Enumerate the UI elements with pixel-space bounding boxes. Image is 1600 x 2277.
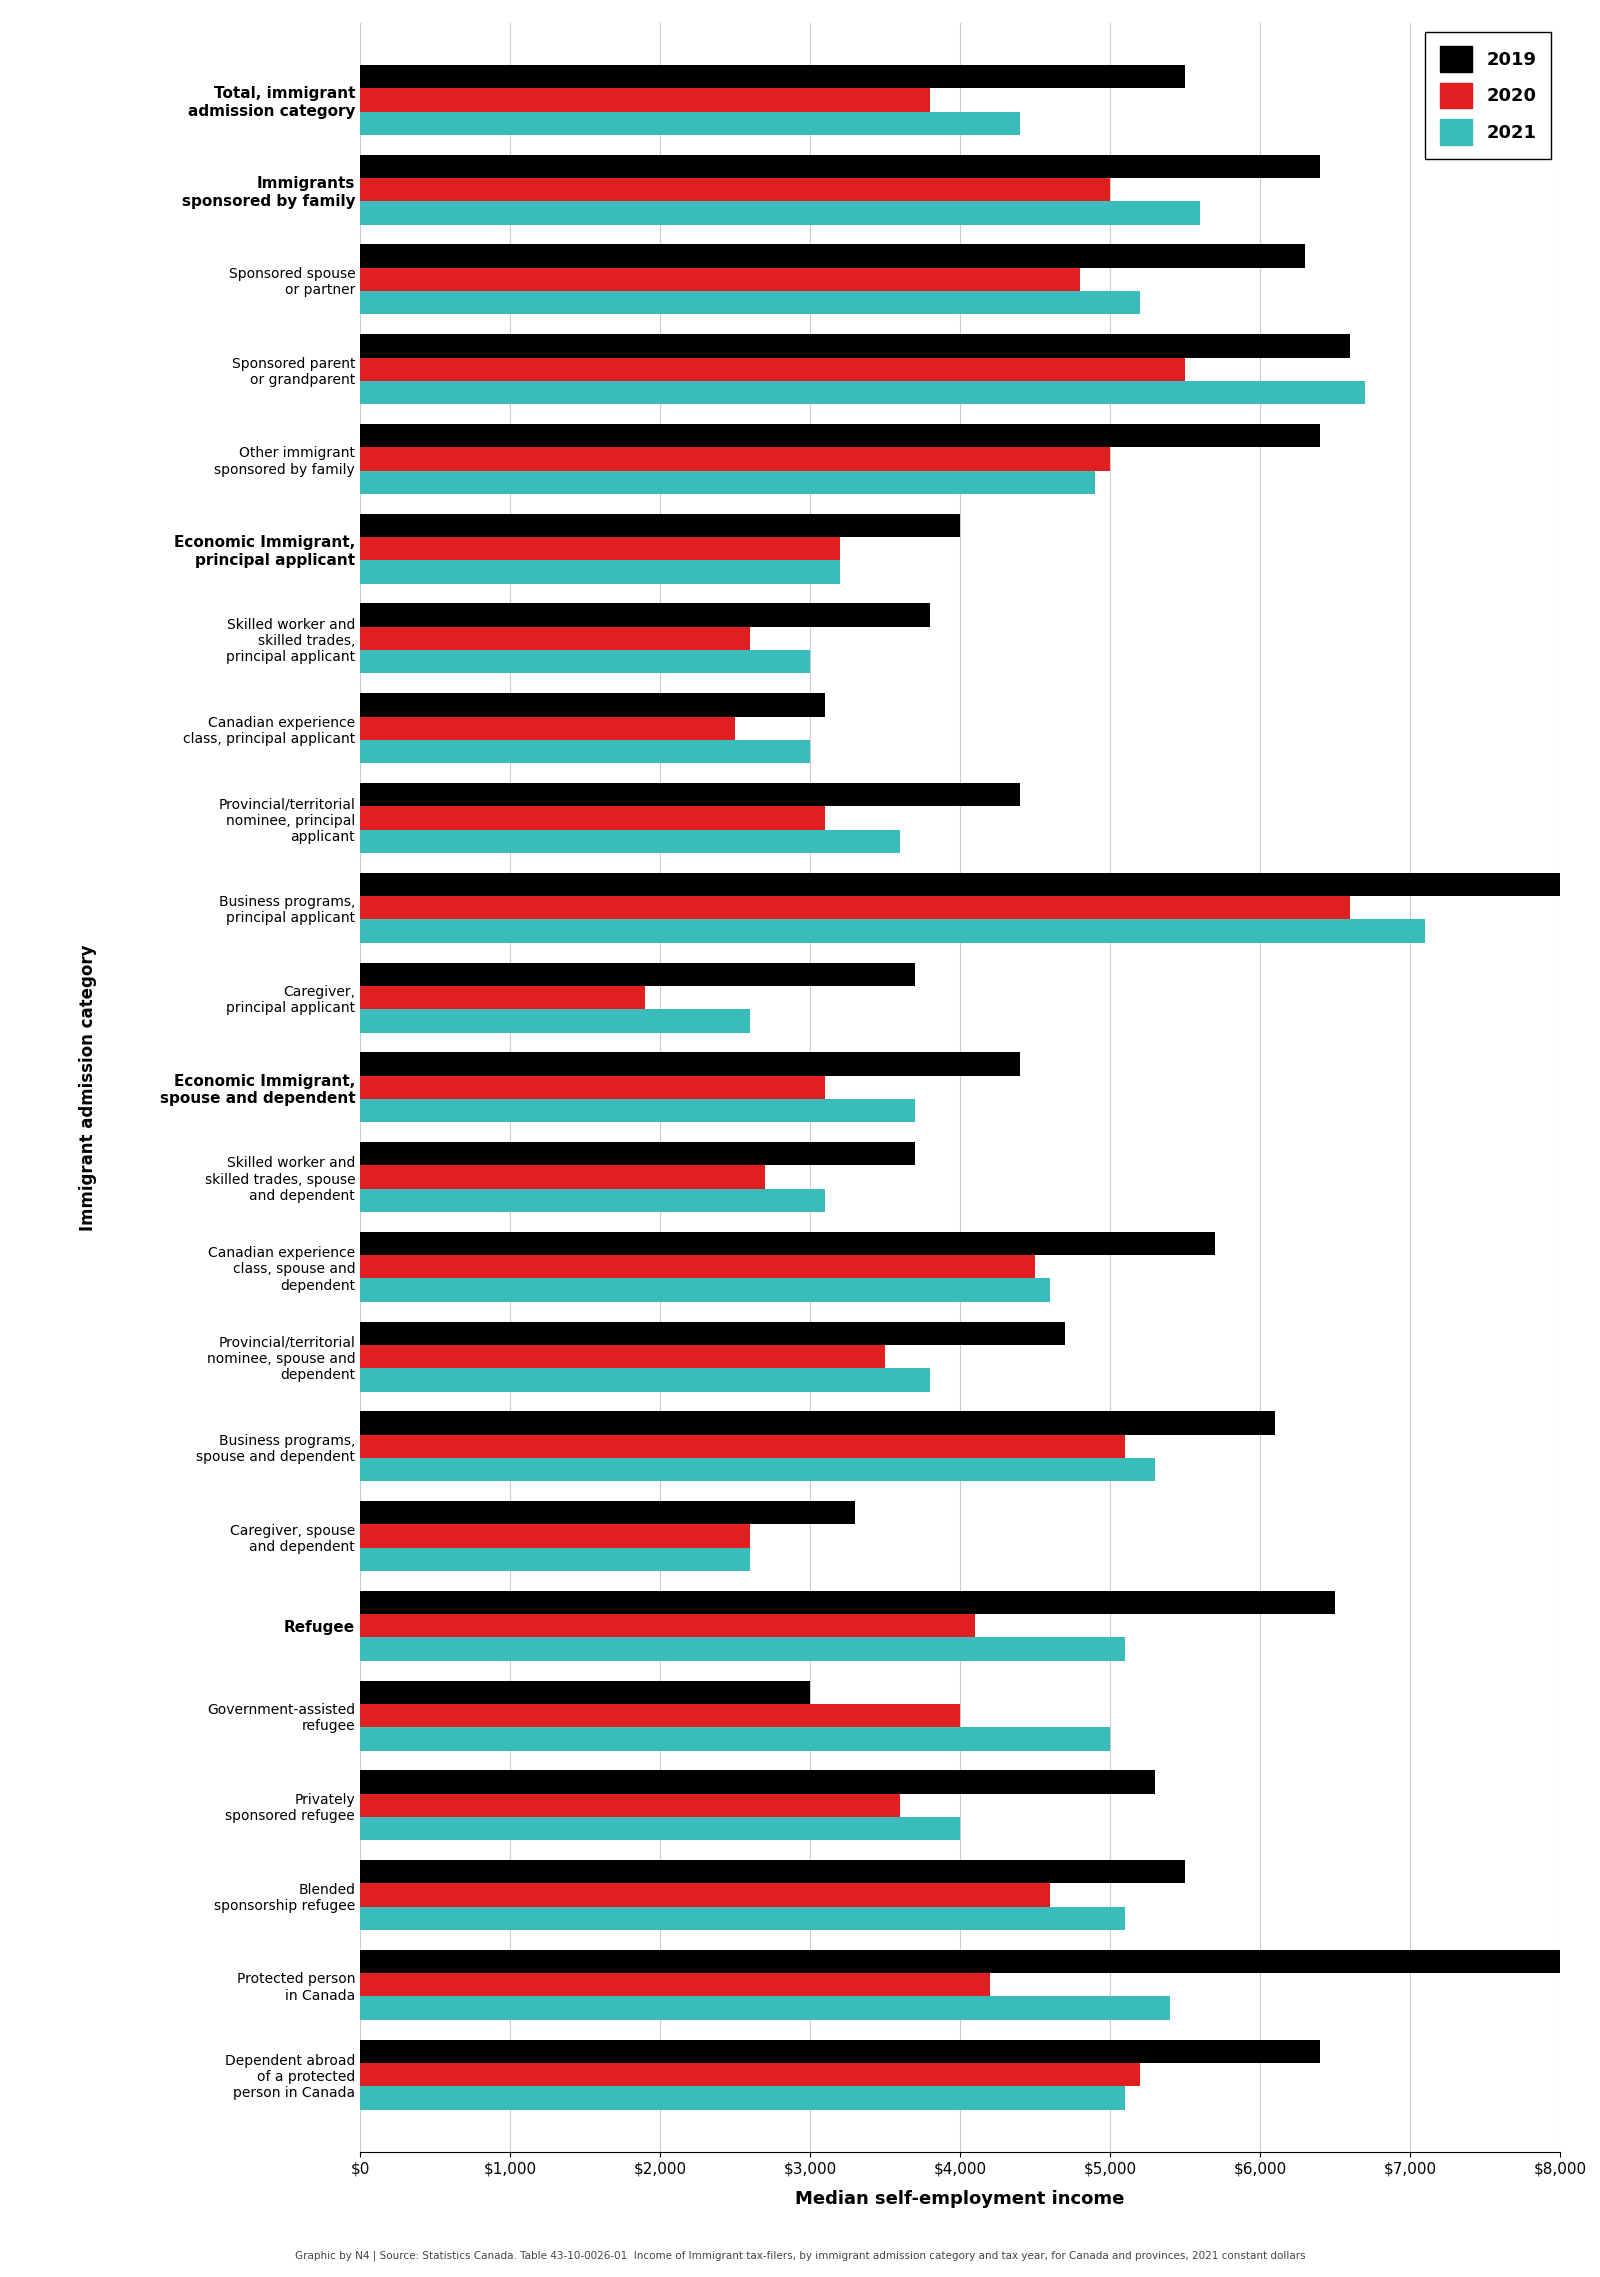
Bar	[360, 1949, 1560, 1974]
Bar	[360, 651, 810, 674]
Bar	[360, 1346, 885, 1368]
Bar	[360, 89, 930, 112]
Bar	[360, 335, 1350, 357]
Bar	[360, 1166, 765, 1189]
Bar	[360, 872, 1574, 897]
Bar	[360, 1457, 1155, 1482]
Bar	[360, 1143, 915, 1166]
Bar	[360, 920, 1426, 943]
Bar	[360, 66, 1186, 89]
Bar	[360, 155, 1320, 178]
Bar	[360, 1728, 1110, 1751]
Bar	[360, 291, 1139, 314]
Bar	[360, 1189, 826, 1211]
Bar	[360, 1501, 854, 1523]
Bar	[360, 471, 1094, 494]
Bar	[360, 1232, 1214, 1255]
Bar	[360, 1860, 1186, 1883]
Bar	[360, 1906, 1125, 1931]
Bar	[360, 380, 1365, 405]
Bar	[360, 1412, 1275, 1435]
Bar	[360, 1277, 1050, 1302]
Bar	[360, 2086, 1125, 2109]
Bar	[360, 537, 840, 560]
Bar	[360, 2063, 1139, 2086]
Bar	[360, 1255, 1035, 1277]
Bar	[360, 424, 1320, 446]
Bar	[360, 1883, 1050, 1906]
Bar	[360, 603, 930, 626]
Bar	[360, 1321, 1066, 1346]
Bar	[360, 200, 1200, 225]
Bar	[360, 1052, 1021, 1075]
Bar	[360, 515, 960, 537]
Bar	[360, 1368, 930, 1391]
Bar	[360, 244, 1306, 269]
Text: Graphic by N4 | Source: Statistics Canada. Table 43-10-0026-01  Income of Immigr: Graphic by N4 | Source: Statistics Canad…	[294, 2250, 1306, 2261]
Bar	[360, 560, 840, 583]
Bar	[360, 1009, 750, 1031]
Bar	[360, 1592, 1334, 1614]
Bar	[360, 829, 899, 854]
Bar	[360, 692, 826, 717]
Y-axis label: Immigrant admission category: Immigrant admission category	[78, 945, 98, 1230]
Bar	[360, 1100, 915, 1123]
Bar	[360, 897, 1350, 920]
Bar	[360, 1075, 826, 1100]
Bar	[360, 1548, 750, 1571]
Bar	[360, 626, 750, 651]
Bar	[360, 1435, 1125, 1457]
Bar	[360, 178, 1110, 200]
Bar	[360, 1614, 974, 1637]
Bar	[360, 446, 1110, 471]
Bar	[360, 112, 1021, 134]
Bar	[360, 1637, 1125, 1660]
Bar	[360, 1680, 810, 1703]
Bar	[360, 1974, 990, 1997]
Bar	[360, 1794, 899, 1817]
Bar	[360, 1997, 1170, 2020]
Bar	[360, 963, 915, 986]
Bar	[360, 1769, 1155, 1794]
Bar	[360, 986, 645, 1009]
Bar	[360, 783, 1021, 806]
Bar	[360, 269, 1080, 291]
Bar	[360, 1703, 960, 1728]
Bar	[360, 357, 1186, 380]
Legend: 2019, 2020, 2021: 2019, 2020, 2021	[1426, 32, 1550, 159]
Bar	[360, 1817, 960, 1840]
Bar	[360, 717, 734, 740]
Bar	[360, 2040, 1320, 2063]
X-axis label: Median self-employment income: Median self-employment income	[795, 2190, 1125, 2209]
Bar	[360, 740, 810, 763]
Bar	[360, 806, 826, 829]
Bar	[360, 1523, 750, 1548]
